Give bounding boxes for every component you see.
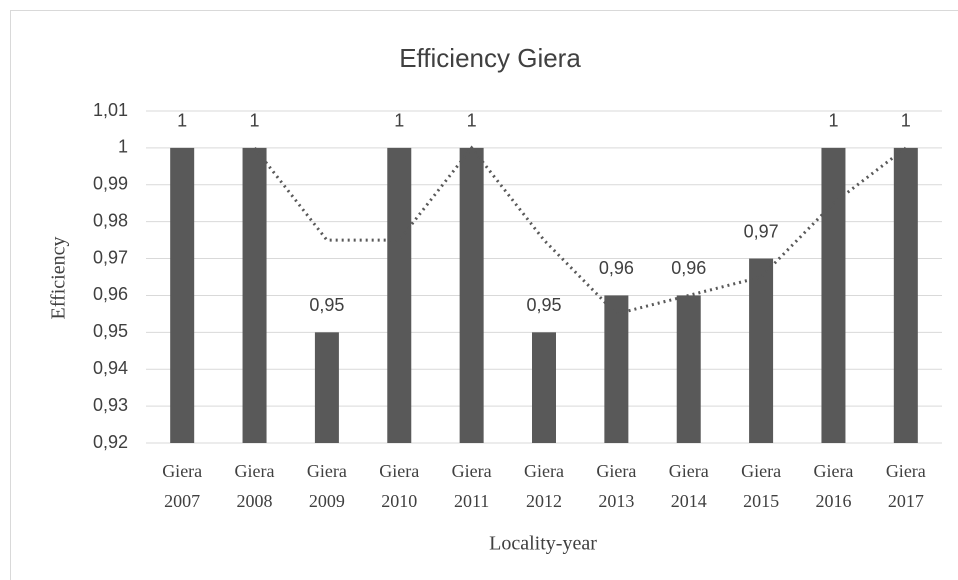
bar: [676, 295, 701, 443]
y-axis-label: Efficiency: [48, 237, 70, 320]
data-label: 0,95: [309, 295, 344, 315]
bar: [532, 332, 556, 443]
data-label: 1: [177, 111, 187, 131]
bar: [459, 147, 484, 443]
y-tick-label: 1,01: [93, 100, 128, 120]
x-axis-label: Locality-year: [489, 533, 597, 555]
x-tick-label: Giera 2014: [669, 461, 709, 511]
y-tick-label: 0,95: [93, 321, 128, 341]
data-label: 0,95: [526, 295, 561, 315]
y-tick-label: 0,93: [93, 395, 128, 415]
data-label: 0,97: [744, 221, 779, 241]
data-label: 1: [394, 111, 404, 131]
moving-average-line: [253, 145, 907, 316]
x-tick-label: Giera 2008: [235, 461, 275, 511]
data-label: 0,96: [671, 258, 706, 278]
x-tick-label: Giera 2011: [452, 461, 492, 511]
data-label: 1: [467, 111, 477, 131]
x-tick-label: Giera 2013: [596, 461, 636, 511]
bar: [387, 147, 412, 443]
y-tick-label: 0,96: [93, 284, 128, 304]
x-tick-label: Giera 2017: [886, 461, 926, 511]
data-label: 1: [250, 111, 260, 131]
x-tick-label: Giera 2012: [524, 461, 564, 511]
data-label: 0,96: [599, 258, 634, 278]
bar: [893, 147, 918, 443]
bar: [821, 147, 846, 443]
y-tick-label: 0,94: [93, 358, 128, 378]
bar: [314, 332, 339, 443]
bar: [604, 295, 629, 443]
y-tick-label: 0,92: [93, 432, 128, 452]
y-tick-label: 0,97: [93, 247, 128, 267]
data-label: 1: [901, 111, 911, 131]
chart-title: Efficiency Giera: [399, 43, 581, 73]
x-tick-label: Giera 2009: [307, 461, 347, 511]
y-tick-label: 0,99: [93, 174, 128, 194]
y-tick-label: 1: [118, 137, 128, 157]
bar: [749, 258, 774, 443]
x-tick-label: Giera 2010: [379, 461, 419, 511]
bar: [170, 147, 195, 443]
x-tick-label: Giera 2015: [741, 461, 781, 511]
data-label: 1: [828, 111, 838, 131]
x-tick-label: Giera 2007: [162, 461, 202, 511]
y-tick-label: 0,98: [93, 210, 128, 230]
x-tick-label: Giera 2016: [813, 461, 853, 511]
bar: [242, 147, 267, 443]
